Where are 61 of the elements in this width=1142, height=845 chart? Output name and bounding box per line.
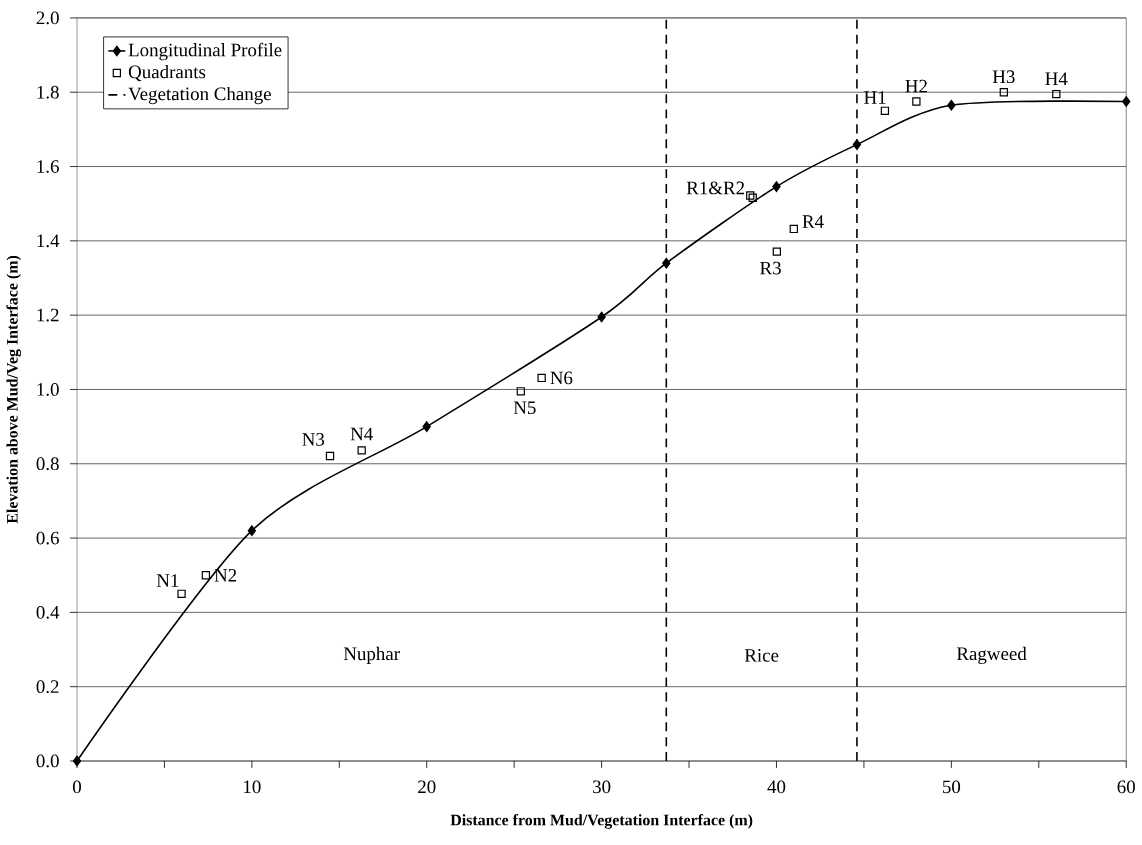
y-tick-label: 0.6 bbox=[36, 531, 59, 545]
point bbox=[852, 139, 862, 151]
point bbox=[72, 755, 82, 767]
annotation: N4 bbox=[350, 427, 373, 441]
y-tick-label: 0.0 bbox=[36, 754, 59, 768]
annotation: H2 bbox=[905, 80, 927, 93]
y-tick-label: 2.0 bbox=[36, 11, 59, 25]
annotation: Rice bbox=[744, 649, 779, 662]
point bbox=[947, 100, 956, 111]
y-tick-label: 1.4 bbox=[37, 234, 60, 248]
point bbox=[177, 589, 186, 599]
legend-label: Quadrants bbox=[128, 65, 206, 82]
point bbox=[325, 451, 335, 461]
point bbox=[357, 446, 366, 455]
point bbox=[772, 181, 781, 193]
x-tick-label: 60 bbox=[1117, 780, 1135, 794]
y-axis-title: Elevation above Mud/Veg Interface (m) bbox=[6, 256, 22, 524]
legend-label: Vegetation Change bbox=[128, 87, 271, 105]
annotation: N2 bbox=[214, 569, 237, 582]
legend-label: Longitudinal Profile bbox=[128, 43, 282, 61]
y-tick-label: 0.2 bbox=[36, 680, 59, 694]
x-tick-label: 50 bbox=[943, 780, 961, 794]
annotation: N6 bbox=[550, 371, 573, 385]
point bbox=[537, 373, 546, 383]
y-tick-label: 0.8 bbox=[36, 457, 59, 471]
point bbox=[1052, 90, 1061, 99]
y-tick-label: 1.0 bbox=[37, 383, 59, 397]
point bbox=[516, 387, 525, 396]
annotation: N3 bbox=[302, 433, 325, 446]
point bbox=[247, 525, 257, 537]
annotation: N5 bbox=[513, 401, 536, 415]
point bbox=[422, 421, 431, 433]
x-tick-label: 30 bbox=[593, 780, 611, 794]
point bbox=[662, 258, 671, 269]
point bbox=[772, 247, 782, 256]
point bbox=[789, 224, 798, 234]
y-tick-label: 1.8 bbox=[37, 85, 59, 99]
point bbox=[912, 97, 921, 106]
annotation: N1 bbox=[156, 574, 179, 587]
y-tick-label: 1.6 bbox=[37, 160, 59, 174]
x-axis-title: Distance from Mud/Vegetation Interface (m) bbox=[450, 814, 753, 829]
annotation: R3 bbox=[760, 261, 781, 275]
y-tick-label: 0.4 bbox=[36, 606, 60, 619]
y-tick-label: 1.2 bbox=[37, 308, 59, 322]
point bbox=[201, 571, 211, 580]
annotation: Nuphar bbox=[343, 646, 400, 665]
annotation: H4 bbox=[1045, 72, 1068, 86]
x-tick-label: 10 bbox=[244, 780, 261, 794]
point bbox=[748, 193, 757, 203]
x-tick-label: 20 bbox=[418, 780, 436, 794]
annotation: R1&R2 bbox=[686, 181, 745, 195]
annotation: Ragweed bbox=[956, 646, 1027, 665]
x-tick-label: 40 bbox=[767, 780, 786, 794]
point bbox=[746, 191, 755, 200]
annotation: R4 bbox=[802, 215, 824, 228]
annotation: H3 bbox=[992, 70, 1015, 84]
annotation: H1 bbox=[864, 91, 886, 104]
point bbox=[597, 311, 606, 323]
x-tick-label: 0 bbox=[72, 780, 81, 794]
point bbox=[880, 106, 890, 116]
point bbox=[999, 88, 1008, 97]
